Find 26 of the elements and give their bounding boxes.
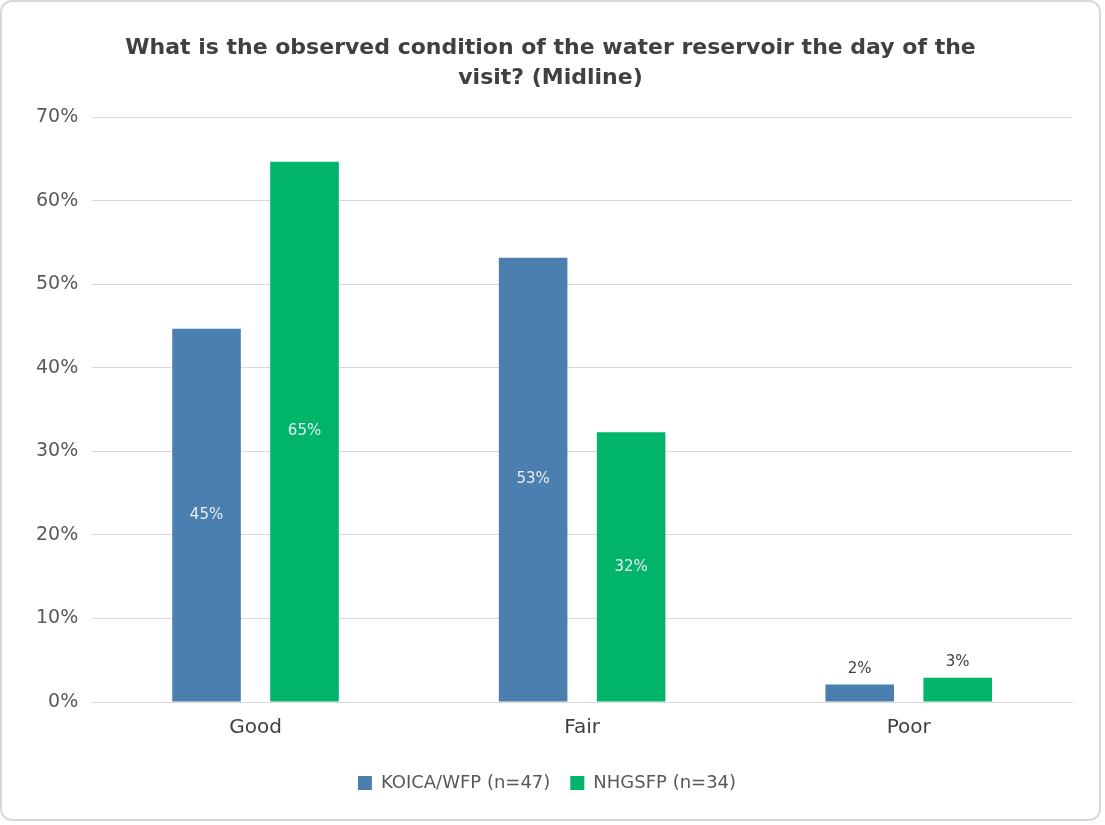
y-tick-label: 10% <box>36 605 79 628</box>
y-tick-label: 0% <box>48 688 79 711</box>
bar <box>498 257 568 702</box>
data-label: 53% <box>516 469 550 488</box>
bar <box>596 432 666 702</box>
legend-label: KOICA/WFP (n=47) <box>380 770 551 792</box>
y-tick-label: 70% <box>36 104 79 127</box>
x-tick-label: Fair <box>564 714 601 739</box>
data-label: 65% <box>287 421 322 440</box>
bar <box>825 684 895 702</box>
data-label: 3% <box>945 652 970 671</box>
y-tick-label: 50% <box>36 271 79 294</box>
y-tick-label: 40% <box>36 354 79 377</box>
x-tick-label: Poor <box>886 714 932 739</box>
y-tick-label: 20% <box>36 521 79 544</box>
data-label: 2% <box>847 658 872 677</box>
bar <box>172 328 241 702</box>
bar <box>270 161 339 702</box>
data-label: 45% <box>189 504 224 523</box>
y-tick-label: 30% <box>36 438 79 461</box>
chart-title: What is the observed condition of the water reservoir the day of the visit? (Midline) <box>124 33 977 91</box>
x-tick-label: Good <box>229 714 282 739</box>
bar <box>923 677 992 702</box>
y-tick-label: 60% <box>36 187 79 210</box>
legend-label: NHGSFP (n=34) <box>593 770 737 792</box>
data-label: 32% <box>614 556 648 575</box>
